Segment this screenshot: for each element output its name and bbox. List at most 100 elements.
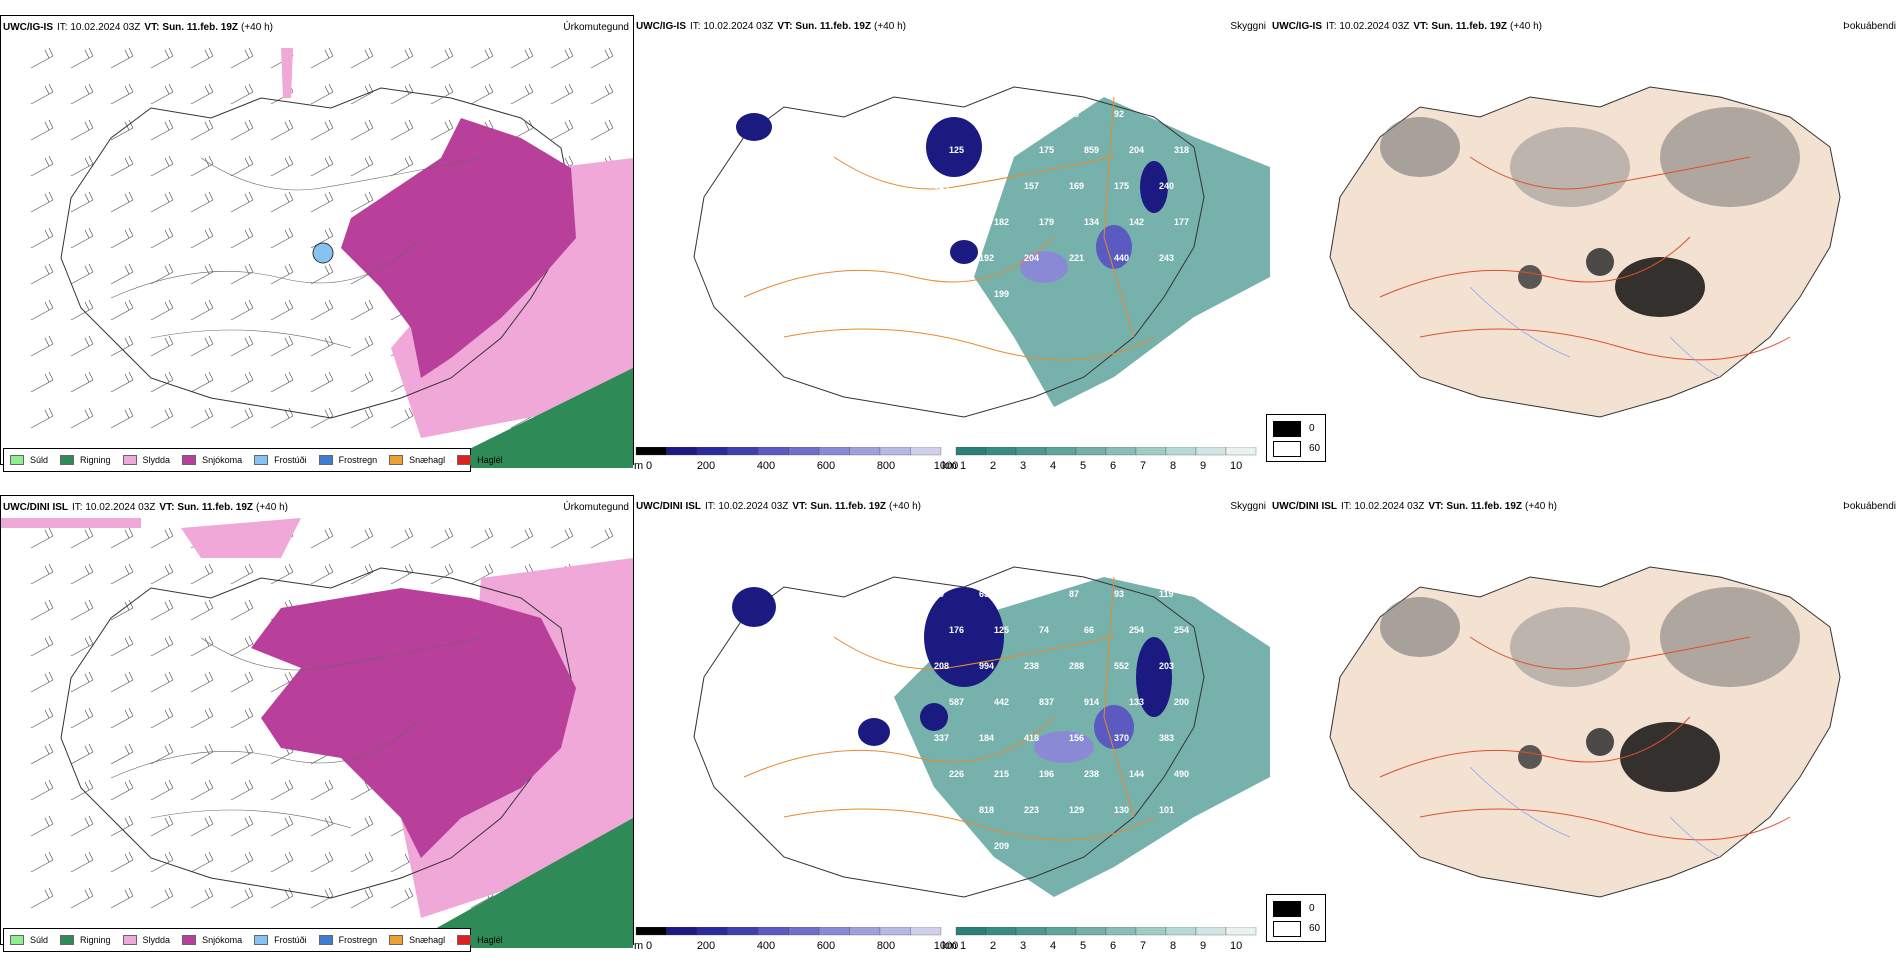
wind-barb: [550, 527, 574, 549]
wind-barb: [230, 83, 254, 105]
panel-title: Úrkomutegund: [563, 502, 629, 513]
vis-bar-tick: 3: [1020, 460, 1026, 472]
valid-time: Sun. 11.feb. 19Z: [177, 502, 253, 513]
wind-barb: [590, 119, 614, 141]
wind-barb: [350, 887, 374, 909]
legend-label: Súld: [30, 455, 49, 465]
vis-bar-segment: [1195, 926, 1227, 936]
vis-bar-tick: 8: [1170, 460, 1176, 472]
cloud-bar-segment: [696, 446, 728, 456]
wind-barb: [230, 707, 254, 729]
wind-barb: [110, 707, 134, 729]
wind-barb: [150, 263, 174, 285]
wind-barb: [110, 635, 134, 657]
legend-label: Snæhagl: [409, 455, 446, 465]
rain-area: [401, 818, 633, 948]
wind-barb: [70, 599, 94, 621]
cloud-bar-tick: 400: [757, 460, 775, 472]
vis-bar-segment: [1015, 446, 1047, 456]
wind-barb: [230, 119, 254, 141]
wind-barb: [190, 599, 214, 621]
wind-barb: [230, 299, 254, 321]
wind-barb: [30, 779, 54, 801]
vis-bar-segment: [1045, 446, 1077, 456]
wind-barb: [230, 407, 254, 429]
cloud-base-label: 204: [1129, 145, 1144, 155]
iceland-outline: [693, 566, 1205, 898]
wind-barb: [150, 779, 174, 801]
lead-time: (+40 h): [241, 22, 273, 33]
legend-label: Slydda: [142, 935, 171, 945]
legend-label: Snjókoma: [202, 455, 243, 465]
wind-barb: [390, 155, 414, 177]
cloud-bar-segment: [818, 926, 850, 936]
wind-barb: [190, 743, 214, 765]
cloud-base-label: 156: [1069, 733, 1084, 743]
cloud-bar-tick: 200: [697, 940, 715, 952]
wind-barb: [350, 155, 374, 177]
cloud-base-label: 243: [979, 181, 994, 191]
fog-legend-black: [1273, 421, 1301, 437]
legend-item: Slydda: [122, 935, 171, 945]
snow-area: [341, 118, 576, 378]
fog-index-panel: UWC/DINI ISL IT: 10.02.2024 03Z VT: Sun.…: [1266, 495, 1900, 975]
valid-time: Sun. 11.feb. 19Z: [1431, 21, 1507, 32]
wind-barb: [150, 227, 174, 249]
cloud-base-label: 50: [979, 109, 989, 119]
wind-barb: [270, 815, 294, 837]
wind-barb: [270, 263, 294, 285]
precip-legend: Súld Rigning Slydda Snjókoma Frostúði Frostre…: [3, 928, 503, 952]
wind-barb: [190, 707, 214, 729]
cloud-bar-segment: [666, 446, 698, 456]
legend-item: Snjókoma: [182, 935, 242, 945]
wind-barb: [590, 83, 614, 105]
forecast-row-dini-isl: UWC/DINI ISL IT: 10.02.2024 03Z VT: Sun.…: [0, 495, 1900, 975]
cloud-bar-segment: [788, 446, 820, 456]
wind-barb: [350, 815, 374, 837]
vis-bar-segment: [1135, 446, 1167, 456]
wind-barb: [110, 851, 134, 873]
wind-barb: [310, 371, 334, 393]
wind-barb: [230, 851, 254, 873]
legend-swatch: [182, 455, 197, 465]
wind-barb: [390, 83, 414, 105]
cloud-base-label: 94: [1024, 589, 1034, 599]
wind-barb: [190, 671, 214, 693]
wind-barb: [350, 851, 374, 873]
cloud-base-label: 196: [1039, 769, 1054, 779]
wind-barb: [230, 263, 254, 285]
cloud-base-label: 204: [1024, 253, 1039, 263]
legend-label: Frostregn: [338, 935, 378, 945]
wind-barb: [550, 47, 574, 69]
visibility-map: 60 63 94 87 93 119 176 125 74 66 254 254 208 994 238 28…: [693, 566, 1270, 898]
cloud-base-label: 169: [1069, 181, 1084, 191]
model-name: UWC/IG-IS: [3, 22, 53, 33]
vis-bar-tick: 8: [1170, 940, 1176, 952]
fog-legend-black: [1273, 901, 1301, 917]
cloud-base-label: 157: [1024, 181, 1039, 191]
wind-barb: [350, 119, 374, 141]
fog-legend: 0 60: [1266, 414, 1326, 462]
cloud-bar-tick: 400: [757, 940, 775, 952]
wind-barb: [310, 191, 334, 213]
panel-title: Þokuábendi: [1843, 501, 1896, 512]
legend-swatch: [60, 455, 75, 465]
wind-barb: [30, 563, 54, 585]
fog-legend-min: 0: [1309, 423, 1315, 434]
cloud-base-label: 263: [934, 805, 949, 815]
cloud-base-label: 65: [934, 109, 944, 119]
wind-barb: [430, 83, 454, 105]
wind-barb: [310, 155, 334, 177]
wind-barb: [310, 335, 334, 357]
panel-header: UWC/IG-IS IT: 10.02.2024 03Z VT: Sun. 11…: [636, 21, 1266, 32]
vis-bar-tick: 5: [1080, 460, 1086, 472]
fog-legend-max: 60: [1309, 443, 1321, 454]
vis-bar-segment: [1105, 926, 1137, 936]
precip-type-panel: UWC/IG-IS IT: 10.02.2024 03Z VT: Sun. 11…: [0, 15, 634, 472]
wind-barb: [190, 779, 214, 801]
wind-barb: [70, 563, 94, 585]
wind-barb: [150, 743, 174, 765]
wind-barb: [150, 887, 174, 909]
wind-barb: [110, 407, 134, 429]
